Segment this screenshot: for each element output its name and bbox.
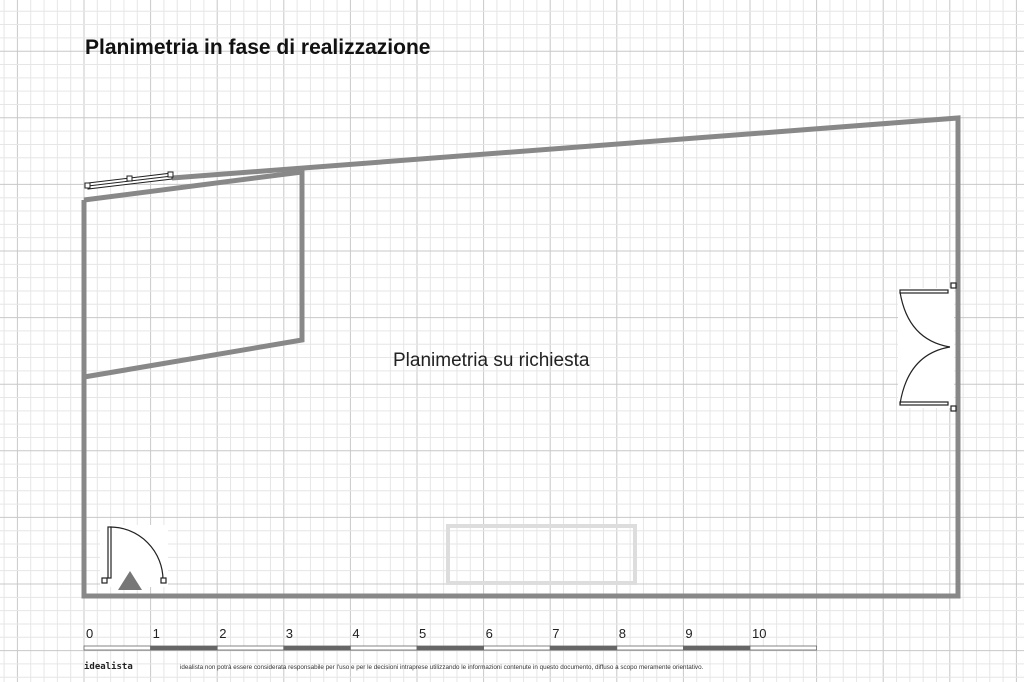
scale-tick-label: 4 [352,626,360,641]
scale-segment [549,645,618,651]
scale-segment [616,645,684,651]
scale-segment [283,645,351,651]
furniture-rect [446,524,637,585]
outer-wall [81,115,961,599]
double-door [898,282,957,412]
scale-tick-label: 0 [86,626,94,641]
scale-tick-label: 9 [685,626,693,641]
scale-tick-label: 1 [152,626,160,641]
scale-segment [216,645,285,651]
scale-tick-label: 5 [419,626,427,641]
scale-segment [483,645,551,651]
scale-tick-label: 7 [552,626,560,641]
center-label: Planimetria su richiesta [393,350,590,371]
scale-tick-label: 3 [285,626,294,641]
inner-room-wall [83,169,305,380]
scale-bar [83,645,817,651]
entrance-door [100,525,168,590]
scale-segment [683,645,751,651]
scale-tick-label: 8 [618,626,627,641]
scale-segment [349,645,418,651]
scale-tick-label: 2 [219,626,227,641]
scale-segment [83,645,151,651]
scale-segment [749,645,817,651]
disclaimer: idealista non potrà essere considerata r… [180,664,704,671]
scale-tick-label: 10 [752,626,767,641]
page-title: Planimetria in fase di realizzazione [85,36,431,59]
window [84,171,174,190]
scale-segment [416,645,484,651]
scale-segment [150,645,218,651]
brand-logo: idealista [84,662,133,672]
entrance-triangle-icon [118,571,142,590]
scale-tick-label: 6 [485,626,493,641]
